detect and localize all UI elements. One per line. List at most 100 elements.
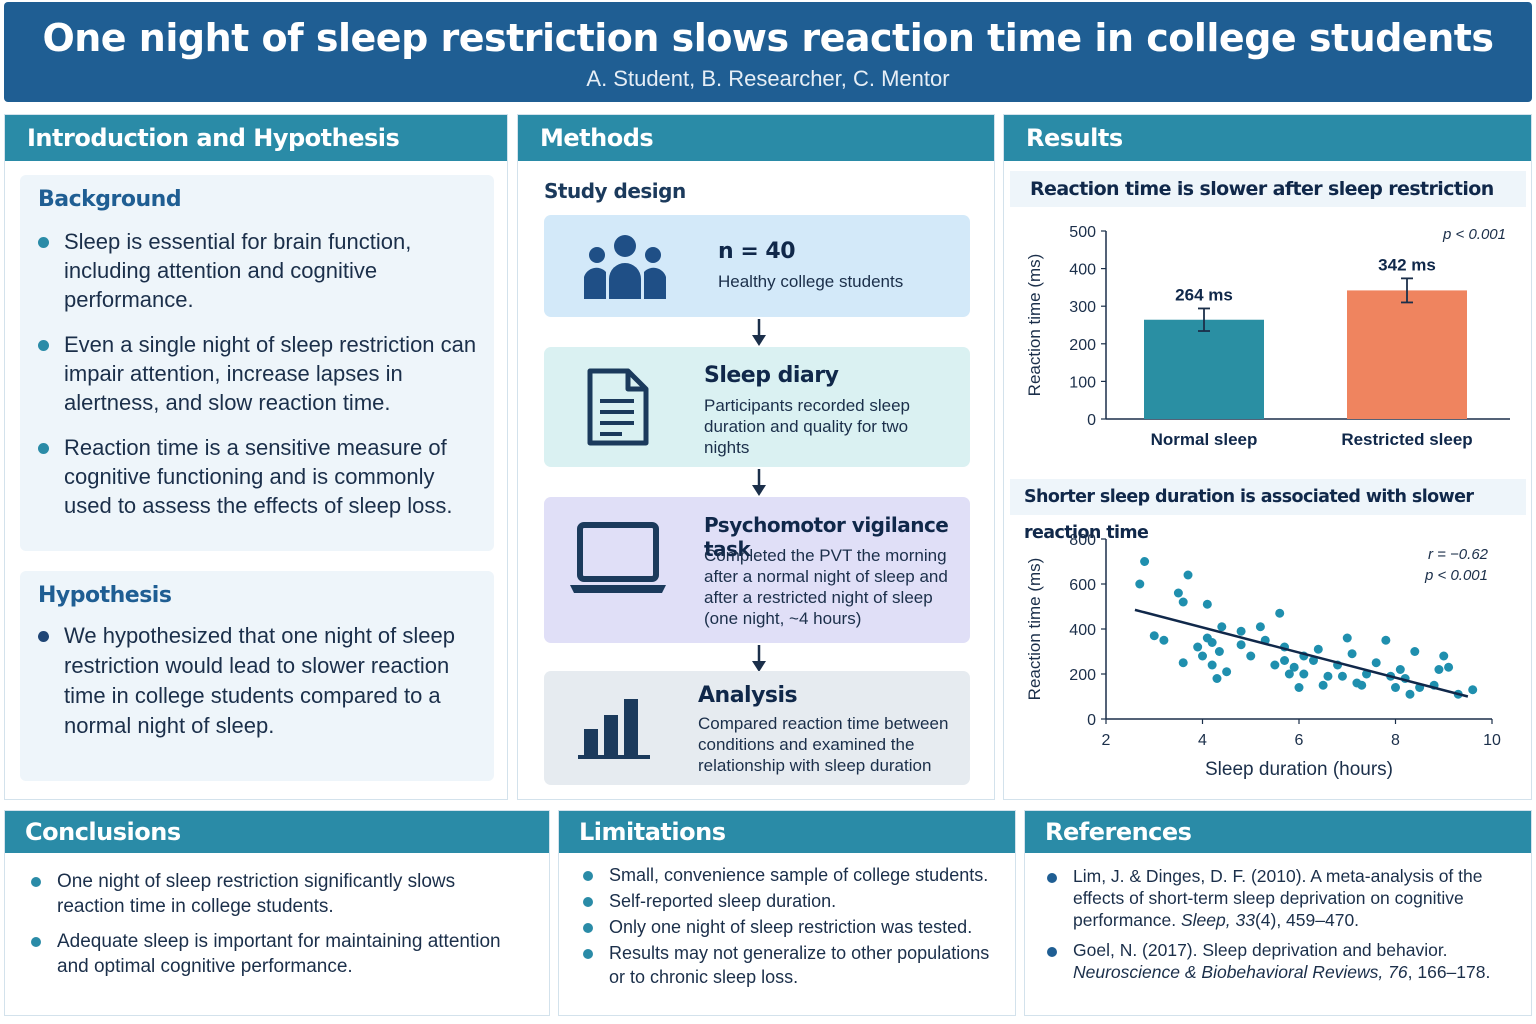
methods-panel: Methods Study design n = 40 Healthy coll… <box>517 114 995 800</box>
scatter-point <box>1313 644 1323 654</box>
scatter-point <box>1212 674 1222 683</box>
scatter-point <box>1135 579 1145 589</box>
bar-chart-icon <box>578 699 650 759</box>
scatter-point <box>1357 680 1367 690</box>
scatter-point <box>1280 656 1290 665</box>
conclusion-bullet-1: One night of sleep restriction significa… <box>31 869 527 919</box>
bar-chart: 0 100 200 300 400 500 Reaction time (ms) 264 ms… <box>1025 224 1510 449</box>
scatter-point <box>1149 631 1159 641</box>
hypothesis-box: Hypothesis We hypothesized that one nigh… <box>20 571 494 781</box>
scatter-point <box>1439 651 1449 661</box>
background-box: Background Sleep is essential for brain … <box>20 175 494 551</box>
limitations-heading: Limitations <box>559 811 1015 853</box>
y-tick-label: 200 <box>1069 337 1096 354</box>
background-bullet-2: Even a single night of sleep restriction… <box>38 330 478 417</box>
scatter-point <box>1308 656 1318 665</box>
arrow-down-icon <box>752 319 766 346</box>
study-design-title: Study design <box>544 179 686 203</box>
scatter-point <box>1381 635 1391 645</box>
method-card-sleep-diary: Sleep diary Participants recorded sleep … <box>544 347 970 467</box>
background-bullet-1: Sleep is essential for brain function, i… <box>38 227 478 314</box>
scatter-point <box>1391 683 1400 692</box>
x-tick-label: 4 <box>1198 732 1207 749</box>
scatter-point <box>1222 667 1232 677</box>
scatter-point <box>1193 642 1203 652</box>
people-icon <box>584 235 666 299</box>
results-panel: Results Reaction time is slower after sl… <box>1003 114 1532 800</box>
scatter-point <box>1294 683 1304 692</box>
y-axis-label: Reaction time (ms) <box>1025 254 1044 397</box>
references-heading: References <box>1025 811 1531 853</box>
scatter-point <box>1410 647 1420 656</box>
p-value-annotation: p < 0.001 <box>1442 226 1506 243</box>
introduction-panel: Introduction and Hypothesis Background S… <box>4 114 508 800</box>
p-value-annotation: p < 0.001 <box>1424 567 1488 584</box>
scatter-point <box>1337 671 1347 681</box>
arrow-down-icon <box>752 469 766 496</box>
method-card-analysis: Analysis Compared reaction time between … <box>544 671 970 785</box>
y-tick-label: 500 <box>1069 224 1096 241</box>
y-tick-label: 100 <box>1069 374 1096 391</box>
scatter-point <box>1159 635 1169 645</box>
bar-restricted-sleep <box>1347 290 1467 419</box>
poster-title: One night of sleep restriction slows rea… <box>42 16 1494 60</box>
participants-desc: Healthy college students <box>718 272 904 291</box>
sleep-diary-title: Sleep diary <box>704 363 839 388</box>
scatter-point <box>1289 662 1299 672</box>
limitation-bullet-3: Only one night of sleep restriction was … <box>583 915 1003 939</box>
poster-authors: A. Student, B. Researcher, C. Mentor <box>586 66 950 91</box>
scatter-point <box>1284 669 1294 679</box>
conclusions-heading: Conclusions <box>5 811 549 853</box>
data-label: 264 ms <box>1175 285 1233 304</box>
introduction-heading: Introduction and Hypothesis <box>5 115 507 161</box>
data-label: 342 ms <box>1378 255 1436 274</box>
pvt-desc: Completed the PVT the morning after a no… <box>704 546 948 628</box>
y-axis-label: Reaction time (ms) <box>1025 558 1044 701</box>
reference-1: Lim, J. & Dinges, D. F. (2010). A meta-a… <box>1047 865 1521 931</box>
bar-normal-sleep <box>1144 319 1264 419</box>
conclusion-bullet-2: Adequate sleep is important for maintain… <box>31 929 527 979</box>
analysis-desc: Compared reaction time between condition… <box>698 714 949 775</box>
r-annotation: r = −0.62 <box>1428 546 1489 563</box>
scatter-point <box>1246 651 1256 661</box>
scatter-point <box>1255 622 1265 632</box>
x-tick-label: Normal sleep <box>1151 430 1258 449</box>
analysis-title: Analysis <box>698 683 798 708</box>
sleep-diary-desc: Participants recorded sleep duration and… <box>704 396 911 457</box>
scatter-point <box>1342 633 1352 643</box>
scatter-point <box>1207 638 1217 647</box>
scatter-point <box>1178 597 1188 607</box>
arrow-down-icon <box>752 645 766 672</box>
scatter-point <box>1236 626 1246 636</box>
scatter-point <box>1444 662 1454 672</box>
scatter-point <box>1183 570 1193 580</box>
scatter-point <box>1468 685 1478 695</box>
hypothesis-text: We hypothesized that one night of sleep … <box>38 621 480 741</box>
scatter-point <box>1347 649 1357 659</box>
scatter-point <box>1236 640 1246 650</box>
limitations-panel: Limitations Small, convenience sample of… <box>558 810 1016 1016</box>
scatter-point <box>1217 622 1227 632</box>
scatter-point <box>1270 660 1280 670</box>
results-heading: Results <box>1004 115 1531 161</box>
references-panel: References Lim, J. & Dinges, D. F. (2010… <box>1024 810 1532 1016</box>
x-tick-label: 10 <box>1483 732 1501 749</box>
limitation-bullet-2: Self-reported sleep duration. <box>583 889 1003 913</box>
background-title: Background <box>38 187 182 212</box>
y-tick-label: 800 <box>1069 532 1096 549</box>
scatter-point <box>1140 557 1150 566</box>
scatter-point <box>1173 588 1183 598</box>
scatter-point <box>1405 689 1415 699</box>
scatter-point <box>1434 665 1444 674</box>
scatter-point <box>1214 647 1224 656</box>
laptop-icon <box>570 522 666 593</box>
limitation-bullet-4: Results may not generalize to other popu… <box>583 941 1003 989</box>
x-tick-label: 2 <box>1102 732 1111 749</box>
trend-line <box>1134 608 1469 698</box>
x-tick-label: 6 <box>1295 732 1304 749</box>
y-tick-label: 200 <box>1069 667 1096 684</box>
scatter-point <box>1178 658 1188 668</box>
participants-count: n = 40 <box>718 239 796 264</box>
y-tick-label: 400 <box>1069 622 1096 639</box>
scatter-point <box>1207 660 1217 670</box>
